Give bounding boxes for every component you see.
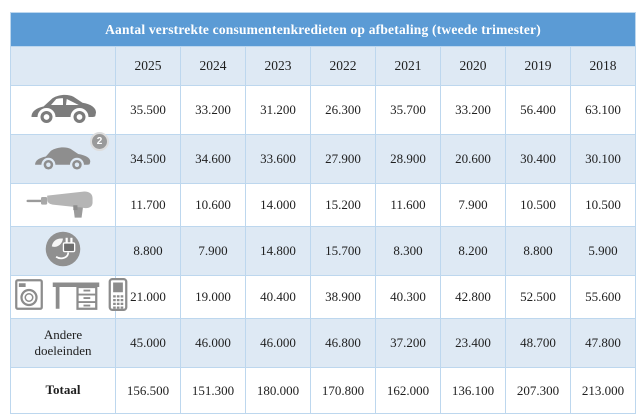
table-row-appliances: 21.000 19.000 40.400 38.900 40.300 42.80… [10, 275, 637, 319]
value-cell: 19.000 [180, 275, 246, 319]
table-row-energy: 8.800 7.900 14.800 15.700 8.300 8.200 8.… [10, 226, 637, 276]
value-cell: 33.200 [440, 85, 506, 135]
value-cell: 56.400 [505, 85, 571, 135]
value-cell: 55.600 [569, 275, 637, 319]
value-cell: 37.200 [375, 318, 441, 368]
row-label-cell: 2 [10, 132, 116, 184]
value-cell: 48.700 [505, 318, 571, 368]
column-header-2022: 2022 [310, 46, 376, 86]
value-cell: 15.700 [310, 226, 376, 276]
table-title: Aantal verstrekte consumentenkredieten o… [9, 12, 637, 47]
desk-icon [52, 282, 100, 311]
row-label-cell [10, 85, 116, 135]
value-cell: 45.000 [115, 318, 181, 368]
value-cell: 35.700 [375, 85, 441, 135]
value-cell: 42.800 [440, 275, 506, 319]
value-cell: 30.400 [505, 134, 571, 184]
column-header-2024: 2024 [180, 46, 246, 86]
value-cell: 10.500 [505, 183, 571, 227]
value-cell: 156.500 [115, 367, 181, 414]
table-row-used-cars: 2 34.500 34.600 33.600 27.900 28.900 20.… [10, 132, 637, 184]
value-cell: 34.500 [115, 134, 181, 184]
row-label-cell [10, 275, 128, 319]
new-car-icon [31, 94, 96, 123]
value-cell: 40.300 [375, 275, 441, 319]
value-cell: 20.600 [440, 134, 506, 184]
value-cell: 151.300 [180, 367, 246, 414]
value-cell: 8.200 [440, 226, 506, 276]
value-cell: 15.200 [310, 183, 376, 227]
value-cell: 10.500 [569, 183, 637, 227]
value-cell: 31.200 [245, 85, 311, 135]
table-row-renovation: 11.700 10.600 14.000 15.200 11.600 7.900… [10, 183, 637, 227]
column-header-row: 2025 2024 2023 2022 2021 2020 2019 2018 [10, 46, 637, 86]
value-cell: 52.500 [505, 275, 571, 319]
mobile-phone-icon [108, 278, 128, 312]
table-row-other-purposes: Andere doeleinden 45.000 46.000 46.000 4… [10, 318, 637, 368]
value-cell: 136.100 [440, 367, 506, 414]
drill-icon [26, 191, 93, 218]
used-car-badge: 2 [90, 132, 109, 152]
table-row-total: Totaal 156.500 151.300 180.000 170.800 1… [10, 367, 637, 414]
value-cell: 207.300 [505, 367, 571, 414]
value-cell: 180.000 [245, 367, 311, 414]
value-cell: 23.400 [440, 318, 506, 368]
value-cell: 30.100 [569, 134, 637, 184]
value-cell: 34.600 [180, 134, 246, 184]
value-cell: 8.800 [115, 226, 181, 276]
value-cell: 35.500 [115, 85, 181, 135]
value-cell: 47.800 [569, 318, 637, 368]
value-cell: 46.000 [180, 318, 246, 368]
corner-cell [10, 46, 116, 86]
appliances-icons [14, 278, 128, 312]
column-header-2020: 2020 [440, 46, 506, 86]
consumer-credit-table: Aantal verstrekte consumentenkredieten o… [9, 12, 637, 414]
column-header-2021: 2021 [375, 46, 441, 86]
used-car-icon: 2 [30, 132, 109, 172]
value-cell: 10.600 [180, 183, 246, 227]
value-cell: 63.100 [569, 85, 637, 135]
row-label-cell [10, 183, 116, 227]
value-cell: 14.800 [245, 226, 311, 276]
value-cell: 38.900 [310, 275, 376, 319]
value-cell: 33.200 [180, 85, 246, 135]
row-label-total: Totaal [10, 367, 116, 414]
table-row-new-cars: 35.500 33.200 31.200 26.300 35.700 33.20… [10, 85, 637, 135]
washing-machine-icon [15, 279, 43, 311]
value-cell: 11.700 [115, 183, 181, 227]
used-car-shape [35, 147, 91, 170]
value-cell: 8.800 [505, 226, 571, 276]
value-cell: 7.900 [440, 183, 506, 227]
column-header-2018: 2018 [569, 46, 637, 86]
row-label-other-purposes: Andere doeleinden [10, 318, 116, 368]
table-title-row: Aantal verstrekte consumentenkredieten o… [9, 12, 637, 47]
value-cell: 8.300 [375, 226, 441, 276]
value-cell: 28.900 [375, 134, 441, 184]
column-header-2019: 2019 [505, 46, 571, 86]
value-cell: 27.900 [310, 134, 376, 184]
column-header-2023: 2023 [245, 46, 311, 86]
value-cell: 11.600 [375, 183, 441, 227]
value-cell: 46.000 [245, 318, 311, 368]
value-cell: 40.400 [245, 275, 311, 319]
value-cell: 46.800 [310, 318, 376, 368]
value-cell: 213.000 [569, 367, 637, 414]
value-cell: 14.000 [245, 183, 311, 227]
value-cell: 5.900 [569, 226, 637, 276]
value-cell: 33.600 [245, 134, 311, 184]
value-cell: 26.300 [310, 85, 376, 135]
energy-plug-icon [45, 231, 81, 267]
row-label-cell [10, 226, 116, 276]
value-cell: 7.900 [180, 226, 246, 276]
value-cell: 162.000 [375, 367, 441, 414]
column-header-2025: 2025 [115, 46, 181, 86]
value-cell: 170.800 [310, 367, 376, 414]
